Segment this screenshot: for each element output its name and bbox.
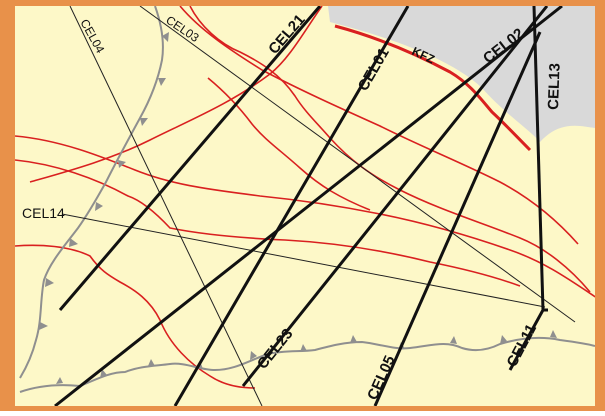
thrust-tooth	[39, 322, 48, 330]
profile-cel02-line	[54, 6, 563, 406]
profile-cel21-line	[58, 6, 322, 311]
kfz-fault	[334, 24, 532, 152]
fault-line	[29, 6, 323, 183]
shaded-area	[328, 6, 595, 142]
fault-line	[189, 6, 591, 293]
thrust-tooth	[500, 335, 507, 344]
thrust-teeth-west	[39, 32, 169, 330]
thrust-tooth	[45, 278, 54, 287]
profile-cel11-line	[508, 308, 548, 371]
thrust-tooth	[118, 160, 126, 168]
profile-cel05-line	[373, 31, 542, 406]
profile-cel14-line	[61, 213, 546, 308]
profile-cel04-line	[69, 6, 263, 406]
thrust-tooth	[350, 335, 357, 343]
thrust-front-west	[19, 6, 164, 379]
thrust-tooth	[550, 330, 557, 338]
fault-lines	[15, 6, 595, 389]
heavy-profiles	[54, 6, 563, 406]
fault-line	[15, 159, 521, 287]
thrust-tooth	[158, 78, 166, 86]
thin-profiles	[61, 6, 576, 406]
label-cel13: CEL13	[545, 63, 564, 110]
thrust-tooth	[162, 32, 169, 42]
thrust-tooth	[56, 377, 63, 384]
thrust-tooth	[100, 369, 107, 378]
fault-line	[207, 77, 371, 211]
profile-cel01-line	[173, 6, 410, 406]
thrust-tooth	[250, 351, 257, 360]
profile-cel23-line	[241, 6, 549, 387]
profile-cel13-line	[532, 6, 545, 311]
thrust-tooth	[148, 359, 155, 366]
thrust-tooth	[69, 238, 78, 247]
label-cel14: CEL14	[22, 205, 65, 221]
thrust-tooth	[140, 118, 148, 126]
thrust-tooth	[300, 344, 307, 352]
profile-cel03-line	[139, 6, 576, 323]
fault-line	[179, 6, 579, 245]
fault-line	[15, 244, 256, 389]
thrust-tooth	[450, 336, 457, 344]
thrust-tooth	[95, 202, 103, 211]
